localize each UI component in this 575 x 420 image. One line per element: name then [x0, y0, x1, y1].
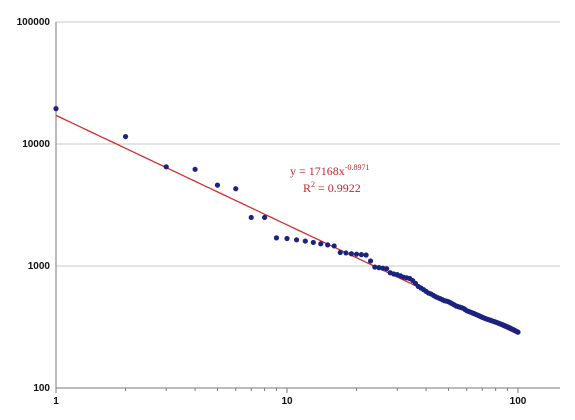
y-tick-label: 100 [33, 383, 50, 394]
data-point [163, 164, 169, 170]
data-point [273, 235, 280, 241]
y-tick-label: 1000 [28, 261, 51, 272]
data-point [358, 252, 365, 258]
data-point [318, 241, 324, 247]
y-tick-label: 10000 [22, 139, 50, 150]
data-point [192, 166, 198, 172]
data-point [214, 182, 221, 188]
data-point [293, 237, 300, 243]
data-point [348, 251, 354, 257]
data-point [331, 243, 337, 249]
data-point [53, 106, 59, 112]
r-squared-label: R2 = 0.9922 [303, 180, 361, 195]
trendline-equation: y = 17168x-0.8971 [290, 163, 369, 178]
x-tick-label: 100 [510, 396, 527, 407]
data-point [337, 249, 343, 256]
data-point [372, 264, 378, 270]
data-point [376, 265, 382, 271]
data-point [325, 242, 331, 248]
data-point [367, 258, 374, 264]
data-point [284, 235, 290, 242]
grid-lines [56, 21, 560, 267]
data-point [302, 238, 308, 244]
tick-labels: 100 1000 10000 100000 1 10 100 [17, 17, 527, 407]
data-point [353, 251, 360, 257]
data-point [363, 252, 369, 258]
data-point [384, 266, 390, 272]
data-points [53, 106, 521, 335]
x-tick-label: 10 [281, 396, 293, 407]
axes [55, 22, 560, 393]
data-point [248, 214, 254, 221]
data-point [515, 329, 521, 335]
data-point [343, 250, 349, 256]
data-point [122, 133, 129, 140]
x-tick-label: 1 [53, 396, 59, 407]
y-tick-label: 100000 [17, 17, 51, 28]
data-point [262, 214, 268, 221]
data-point [310, 239, 316, 246]
data-point [233, 186, 239, 192]
